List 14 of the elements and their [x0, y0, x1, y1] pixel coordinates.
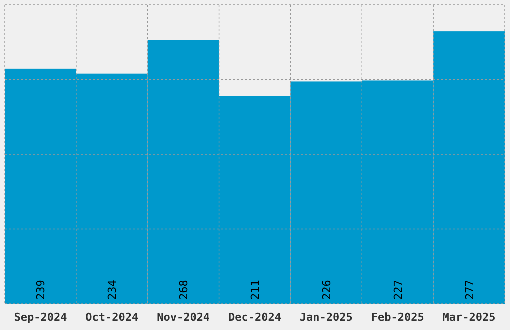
data-label: 226 [320, 280, 334, 300]
data-label: 211 [249, 280, 262, 300]
data-label: 227 [392, 280, 405, 300]
data-label: 234 [106, 280, 120, 300]
data-label: 277 [463, 280, 476, 300]
x-tick-label: Oct-2024 [86, 311, 140, 324]
x-tick-label: Sep-2024 [14, 311, 68, 324]
x-tick-label: Feb-2025 [371, 311, 424, 324]
x-tick-label: Dec-2024 [228, 311, 282, 324]
x-tick-label: Nov-2024 [157, 311, 210, 324]
x-tick-label: Jan-2025 [300, 311, 353, 324]
data-label: 239 [34, 280, 48, 300]
x-tick-label: Mar-2025 [442, 311, 496, 324]
data-label: 268 [178, 280, 191, 300]
